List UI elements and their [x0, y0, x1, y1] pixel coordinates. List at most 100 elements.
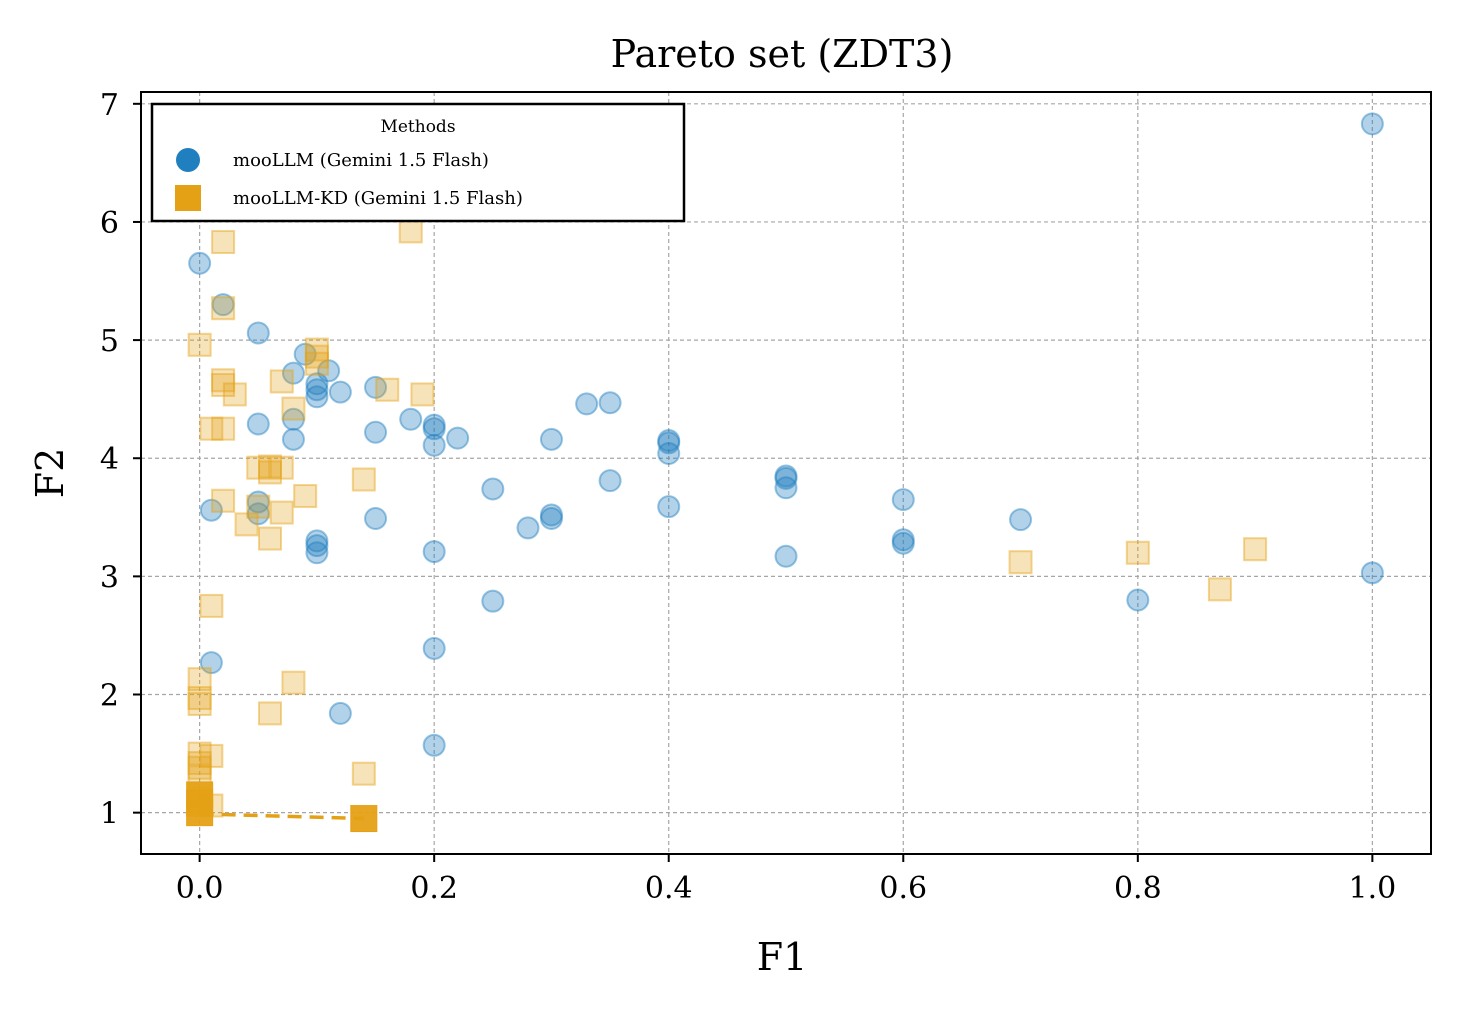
moollm-point — [422, 413, 446, 437]
moollm-kd-point — [1207, 577, 1232, 602]
moollm-kd-front-point — [186, 799, 214, 827]
moollm-kd-point — [246, 494, 271, 519]
moollm-kd-point — [211, 416, 236, 441]
moollm-point — [575, 392, 599, 416]
moollm-kd-point — [187, 667, 212, 692]
moollm-kd-front-line — [199, 812, 364, 821]
moollm-kd-point — [269, 500, 294, 525]
moollm-kd-point — [199, 416, 224, 441]
x-tick-label: 0.4 — [645, 871, 693, 906]
moollm-point — [305, 385, 329, 409]
moollm-point — [305, 529, 329, 553]
moollm-point — [246, 502, 270, 526]
moollm-point — [1009, 508, 1033, 532]
moollm-point — [281, 427, 305, 451]
moollm-point — [422, 417, 446, 441]
moollm-kd-point — [281, 396, 306, 421]
moollm-point — [891, 531, 915, 555]
moollm-kd-point — [211, 372, 236, 397]
x-tick-label: 0.2 — [410, 871, 458, 906]
moollm-point — [774, 544, 798, 568]
moollm-point — [539, 427, 563, 451]
moollm-kd-point — [281, 670, 306, 695]
y-tick-label: 6 — [100, 206, 119, 241]
moollm-point — [199, 498, 223, 522]
moollm-point — [598, 469, 622, 493]
x-tick-label: 0.8 — [1114, 871, 1162, 906]
x-tick-label: 0.6 — [879, 871, 927, 906]
moollm-kd-point — [398, 219, 423, 244]
moollm-point — [305, 372, 329, 396]
moollm-kd-point — [304, 337, 329, 362]
moollm-point — [364, 375, 388, 399]
moollm-kd-point — [269, 455, 294, 480]
moollm-kd-point — [211, 296, 236, 321]
moollm-kd-point — [187, 332, 212, 357]
moollm-point — [422, 540, 446, 564]
y-tick-label: 3 — [100, 560, 119, 595]
moollm-kd-point — [258, 454, 282, 479]
moollm-kd-point — [304, 351, 329, 376]
moollm-point — [539, 503, 563, 527]
moollm-point — [891, 488, 915, 512]
moollm-point — [539, 506, 563, 530]
moollm-kd-point — [187, 741, 212, 766]
moollm-point — [657, 429, 681, 453]
legend: Methods mooLLM (Gemini 1.5 Flash) mooLLM… — [150, 102, 686, 223]
moollm-kd-point — [258, 460, 282, 485]
moollm-kd-point — [211, 230, 236, 255]
legend-marker-circle — [176, 148, 200, 172]
axis-ticks: 0.0 0.2 0.4 0.6 0.8 1.0 1 2 3 4 5 6 7 — [100, 88, 1396, 906]
moollm-point — [446, 426, 470, 450]
y-tick-label: 7 — [100, 88, 119, 123]
moollm-point — [364, 506, 388, 530]
legend-marker-square — [175, 185, 201, 211]
moollm-kd-point — [258, 701, 282, 726]
moollm-kd-point — [187, 751, 212, 776]
moollm-kd-point — [1243, 537, 1268, 562]
x-tick-label: 1.0 — [1349, 871, 1397, 906]
moollm-point — [891, 528, 915, 552]
moollm-point — [281, 407, 305, 431]
legend-label-moollm: mooLLM (Gemini 1.5 Flash) — [233, 150, 489, 171]
moollm-kd-point — [199, 743, 224, 768]
moollm-point — [246, 321, 270, 345]
moollm-point — [246, 412, 270, 436]
moollm-kd-point — [1125, 540, 1150, 565]
moollm-kd-point — [351, 467, 376, 492]
plot-frame — [140, 91, 1432, 855]
moollm-point — [328, 701, 352, 725]
moollm-point — [364, 420, 388, 444]
y-tick-label: 2 — [100, 679, 119, 714]
moollm-kd-point — [222, 382, 247, 407]
moollm-point — [774, 476, 798, 500]
moollm-point — [281, 361, 305, 385]
moollm-kd-point — [304, 344, 329, 369]
moollm-kd-point — [211, 488, 236, 513]
y-tick-label: 5 — [100, 324, 119, 359]
moollm-kd-point — [258, 526, 282, 551]
moollm-kd-point — [375, 377, 400, 402]
moollm-kd-point — [187, 755, 212, 780]
moollm-point — [399, 407, 423, 431]
moollm-point — [598, 391, 622, 415]
moollm-point — [305, 534, 329, 558]
moollm-kd-point — [293, 484, 318, 509]
x-tick-label: 0.0 — [176, 871, 224, 906]
moollm-kd-point — [269, 369, 294, 394]
moollm-kd-point — [1008, 550, 1033, 575]
y-axis-title: F2 — [28, 448, 72, 499]
legend-box — [150, 102, 686, 223]
legend-label-moollm-kd: mooLLM-KD (Gemini 1.5 Flash) — [233, 188, 523, 209]
moollm-point — [1360, 112, 1384, 136]
y-tick-label: 1 — [100, 797, 119, 832]
moollm-point — [657, 495, 681, 519]
moollm-point — [317, 359, 341, 383]
moollm-point — [774, 464, 798, 488]
moollm-kd-point — [410, 382, 435, 407]
moollm-kd-point — [187, 686, 212, 711]
x-axis-title: F1 — [757, 935, 808, 979]
moollm-kd-front-point — [350, 805, 378, 833]
